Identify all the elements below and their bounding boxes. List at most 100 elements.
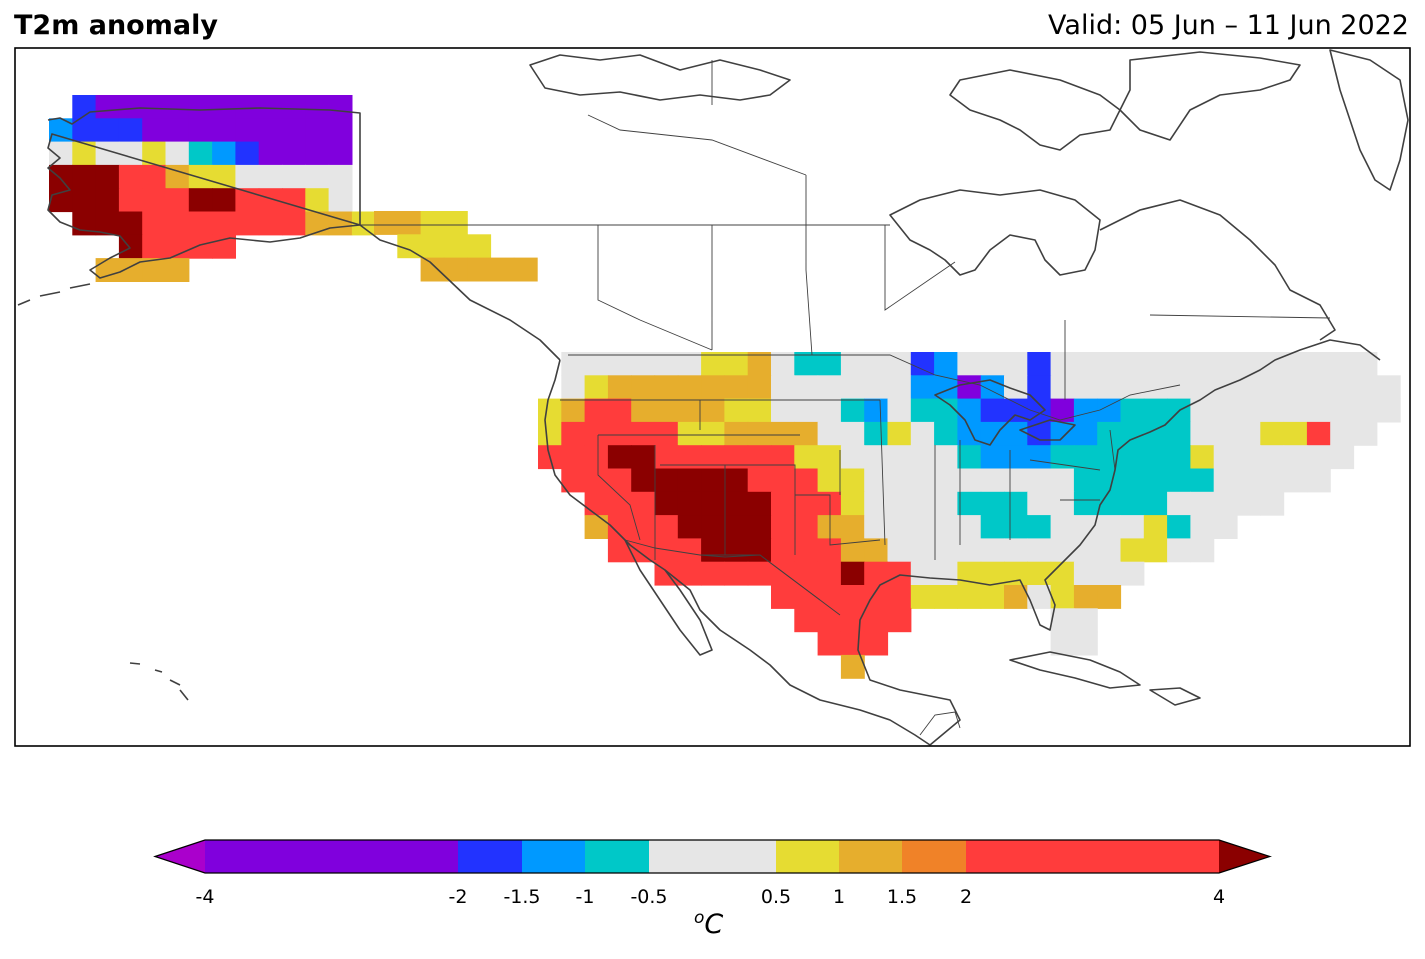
anomaly-cell (1237, 398, 1261, 423)
anomaly-cell (701, 561, 725, 586)
anomaly-cell (957, 538, 982, 563)
anomaly-cell (1050, 445, 1075, 470)
anomaly-cell (677, 421, 702, 446)
anomaly-cell (1190, 352, 1215, 376)
colorbar-ticks: -4 -2 -1.5 -1 -0.5 0.5 1 1.5 2 4 (196, 886, 1226, 908)
anomaly-cell (747, 491, 772, 516)
anomaly-cell (1306, 352, 1331, 376)
anomaly-cell (1190, 445, 1215, 470)
anomaly-cell (1120, 561, 1145, 586)
anomaly-cell (584, 421, 609, 446)
anomaly-cell (72, 95, 97, 119)
anomaly-cell (397, 211, 422, 235)
anomaly-cell (864, 352, 889, 376)
anomaly-cell (1237, 421, 1261, 446)
anomaly-cell (794, 445, 819, 470)
anomaly-cell (72, 118, 97, 143)
anomaly-cell (840, 538, 865, 563)
anomaly-cell (1004, 538, 1028, 563)
colorbar-tick-label: -1.5 (503, 886, 540, 908)
anomaly-cell (654, 375, 679, 400)
anomaly-cell (934, 585, 958, 609)
anomaly-cell (1073, 445, 1098, 470)
baffin-island (949, 69, 1121, 151)
anomaly-cell (747, 561, 772, 586)
aleutian-islands (17, 283, 91, 306)
anomaly-cell (561, 421, 586, 446)
anomaly-cell (840, 585, 865, 609)
anomaly-cell (1237, 352, 1261, 376)
anomaly-cell (1330, 421, 1355, 446)
anomaly-cell (443, 211, 468, 235)
anomaly-cell (142, 188, 167, 213)
anomaly-cell (771, 468, 795, 493)
anomaly-cell (771, 538, 795, 563)
anomaly-cell (538, 421, 562, 446)
anomaly-cell (49, 164, 73, 189)
anomaly-cell (212, 211, 236, 236)
anomaly-cell (1097, 421, 1122, 446)
anomaly-cell (1050, 468, 1075, 493)
anomaly-cell (1260, 468, 1285, 493)
anomaly-cell (794, 352, 819, 376)
anomaly-cell (72, 164, 97, 189)
anomaly-cell (188, 234, 213, 259)
anomaly-cell (654, 398, 679, 423)
anomaly-cell (1190, 421, 1215, 446)
anomaly-cell (1283, 445, 1308, 470)
anomaly-cell (1143, 468, 1168, 493)
anomaly-cell (677, 375, 702, 400)
anomaly-cell (1190, 538, 1215, 563)
anomaly-cell (980, 352, 1005, 376)
colorbar-bin (776, 840, 839, 873)
anomaly-cell (1027, 375, 1052, 400)
anomaly-cell (258, 188, 283, 213)
anomaly-cell (887, 515, 912, 539)
anomaly-cell (980, 585, 1005, 609)
anomaly-cell (1237, 445, 1261, 470)
anomaly-cell (258, 211, 283, 236)
anomaly-cell (1283, 468, 1308, 493)
anomaly-cell (1143, 421, 1168, 446)
anomaly-cell (724, 375, 749, 400)
anomaly-cell (1283, 421, 1308, 446)
anomaly-cell (1027, 538, 1052, 563)
anomaly-cell (980, 491, 1005, 516)
anomaly-cell (1027, 445, 1052, 470)
anomaly-cell (607, 398, 632, 423)
anomaly-cell (654, 445, 679, 470)
anomaly-cell (584, 398, 609, 423)
anomaly-cell (677, 468, 702, 493)
anomaly-cell (1027, 468, 1052, 493)
anomaly-cell (72, 141, 97, 166)
anomaly-cell (467, 257, 492, 282)
anomaly-cell (864, 375, 889, 400)
anomaly-cell (1213, 515, 1238, 539)
anomaly-cell (1143, 515, 1168, 539)
us-mexico-border (624, 539, 841, 616)
anomaly-cell (980, 398, 1005, 423)
anomaly-cell (305, 95, 330, 119)
anomaly-cell (864, 421, 889, 446)
anomaly-cell (840, 491, 865, 516)
anomaly-cell (1027, 352, 1052, 376)
canada-provinces (587, 60, 1331, 400)
anomaly-cell (1190, 468, 1215, 493)
anomaly-cell (118, 188, 143, 213)
anomaly-cell (980, 538, 1005, 563)
anomaly-cell (607, 538, 632, 563)
anomaly-cell (420, 257, 445, 282)
anomaly-cell (934, 445, 958, 470)
anomaly-cell (631, 538, 656, 563)
anomaly-cell (235, 95, 260, 119)
anomaly-cell (817, 468, 842, 493)
anomaly-cell (142, 258, 167, 282)
anomaly-cell (561, 352, 586, 376)
anomaly-cell (118, 211, 143, 236)
anomaly-cell (1237, 491, 1261, 516)
anomaly-cell (817, 445, 842, 470)
anomaly-cell (1120, 538, 1145, 563)
hispaniola (1149, 687, 1201, 706)
cuba (1009, 651, 1141, 689)
anomaly-cell (631, 468, 656, 493)
